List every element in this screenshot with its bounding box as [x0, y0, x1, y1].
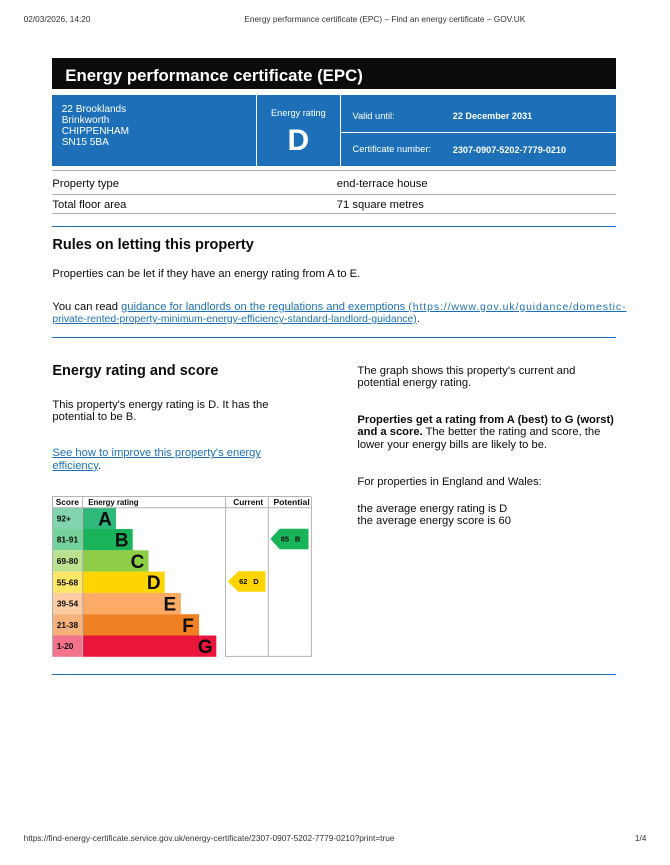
svg-text:62D: 62 D — [239, 577, 259, 586]
svg-text:G: G — [198, 637, 213, 658]
svg-text:81-91: 81-91 — [57, 534, 79, 544]
svg-text:B: B — [115, 530, 129, 551]
svg-text:92+: 92+ — [57, 513, 71, 523]
svg-text:Energy rating: Energy rating — [88, 498, 138, 507]
svg-text:55-68: 55-68 — [57, 577, 79, 587]
svg-text:C: C — [131, 551, 145, 572]
svg-text:21-38: 21-38 — [57, 619, 79, 629]
svg-text:Score: Score — [56, 497, 79, 507]
svg-text:A: A — [98, 509, 112, 530]
svg-text:39-54: 39-54 — [57, 598, 79, 608]
svg-text:E: E — [164, 594, 177, 615]
svg-text:69-80: 69-80 — [57, 556, 79, 566]
svg-text:Current: Current — [233, 497, 263, 507]
svg-text:1-20: 1-20 — [57, 641, 74, 651]
svg-text:D: D — [147, 573, 161, 594]
svg-text:85B: 85 B — [281, 534, 301, 543]
svg-text:Potential: Potential — [273, 497, 309, 507]
svg-text:F: F — [182, 615, 194, 636]
